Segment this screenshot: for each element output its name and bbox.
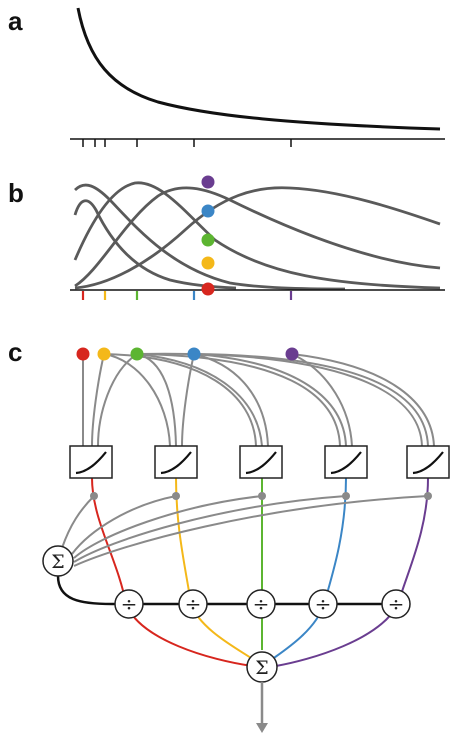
panel-c: c [8, 337, 450, 733]
tap-dots [90, 492, 432, 500]
divide-node-icon: ÷ [308, 589, 338, 619]
tuning-curve-3 [73, 181, 441, 290]
panel-b: b [8, 175, 445, 300]
decay-curve [76, 7, 441, 131]
channel-line-red [91, 477, 253, 667]
panel-c-label: c [8, 337, 22, 367]
tuning-curve-5 [74, 186, 441, 290]
divide-node-icon: ÷ [114, 589, 144, 619]
divide-symbol: ÷ [253, 592, 270, 616]
response-dots [201, 175, 215, 296]
response-dot-blue [201, 204, 215, 218]
nonlinearity-box-icon [239, 445, 283, 479]
nonlinearity-box-icon [69, 445, 113, 479]
tuning-curves [73, 181, 441, 291]
input-dot-yellow [97, 347, 111, 361]
divide-symbol: ÷ [121, 592, 138, 616]
tuning-curve-4 [74, 186, 441, 288]
sum-node-icon: Σ [246, 651, 278, 683]
normalization-line [56, 575, 396, 606]
divide-node-icon: ÷ [381, 589, 411, 619]
response-dot-green [201, 233, 215, 247]
divide-nodes: ÷ ÷ ÷ ÷ ÷ [114, 589, 411, 619]
sum-node-icon: Σ [42, 545, 74, 577]
pool-connections [61, 495, 429, 567]
response-dot-yellow [201, 256, 215, 270]
input-dot-green [130, 347, 144, 361]
input-connections [82, 352, 435, 447]
panel-b-label: b [8, 178, 24, 208]
ticks-b [81, 291, 293, 300]
response-dot-purple [201, 175, 215, 189]
input-dots [76, 347, 299, 361]
ticks-a [82, 139, 292, 147]
divide-node-icon: ÷ [178, 589, 208, 619]
nonlinearity-box-icon [154, 445, 198, 479]
nonlinearity-boxes [69, 445, 450, 479]
divide-symbol: ÷ [185, 592, 202, 616]
panel-a: a [8, 6, 445, 147]
divide-symbol: ÷ [315, 592, 332, 616]
panel-a-label: a [8, 6, 23, 36]
tuning-curve-1 [73, 199, 237, 290]
channel-line-yellow [175, 477, 255, 661]
input-dot-blue [187, 347, 201, 361]
tuning-curve-2 [74, 183, 346, 291]
divide-node-icon: ÷ [246, 589, 276, 619]
output-sum-symbol: Σ [255, 657, 268, 679]
divide-symbol: ÷ [388, 592, 405, 616]
channel-line-blue [270, 477, 347, 661]
input-dot-red [76, 347, 90, 361]
nonlinearity-box-icon [406, 445, 450, 479]
response-dot-red [201, 282, 215, 296]
nonlinearity-box-icon [324, 445, 368, 479]
sum-symbol: Σ [51, 551, 64, 573]
input-dot-purple [285, 347, 299, 361]
